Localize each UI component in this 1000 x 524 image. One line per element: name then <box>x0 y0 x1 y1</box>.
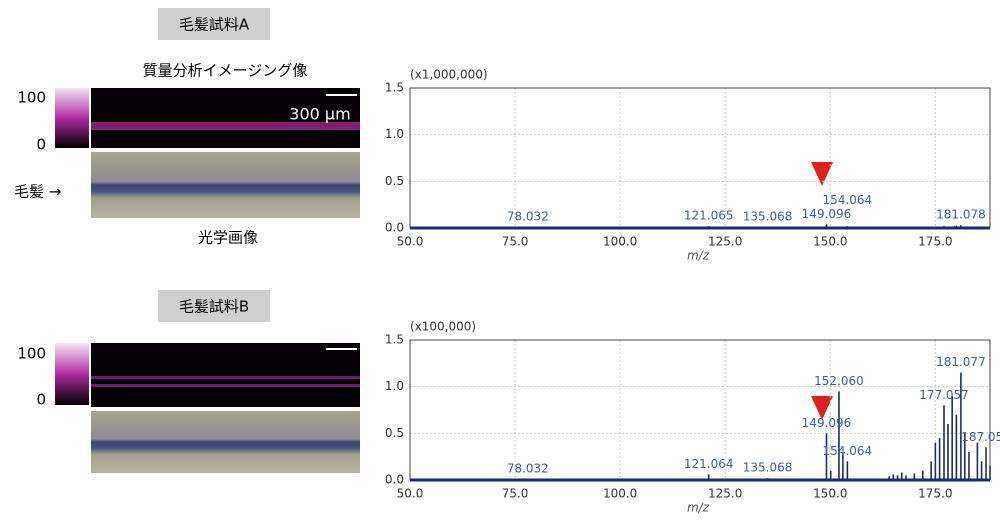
peak-label: 149.096 <box>802 207 852 221</box>
colorbar <box>55 343 89 405</box>
colorbar <box>55 88 89 148</box>
peak-label: 152.060 <box>814 374 864 388</box>
scale-label: (x100,000) <box>410 320 476 334</box>
x-tick-label: 150.0 <box>813 487 847 501</box>
colorbar-max: 100 <box>17 345 46 363</box>
peak-label: 181.077 <box>936 355 986 369</box>
x-tick-label: 175.0 <box>918 487 952 501</box>
x-tick-label: 175.0 <box>918 235 952 249</box>
ms-signal <box>91 122 360 130</box>
x-tick-label: 50.0 <box>397 487 424 501</box>
peak-label: 78.032 <box>507 210 549 224</box>
peak-label: 149.096 <box>802 416 852 430</box>
hair-label: 毛髪 → <box>14 183 61 201</box>
label-box <box>158 290 270 322</box>
scale-text: 300 μm <box>289 105 350 124</box>
peak-label: 181.078 <box>936 208 986 222</box>
peak-label: 154.064 <box>823 193 873 207</box>
x-tick-label: 50.0 <box>397 235 424 249</box>
highlight-marker <box>811 162 833 186</box>
x-axis-label: m/z <box>687 501 710 515</box>
y-tick-label: 0.5 <box>385 174 404 188</box>
peak-label: 154.064 <box>823 444 873 458</box>
colorbar-min: 0 <box>36 391 46 409</box>
y-tick-label: 1.0 <box>385 379 404 393</box>
peak-label: 187.053 <box>961 430 1000 444</box>
x-tick-label: 100.0 <box>603 235 637 249</box>
x-tick-label: 100.0 <box>603 487 637 501</box>
ms-image <box>91 88 360 148</box>
y-tick-label: 1.0 <box>385 127 404 141</box>
y-tick-label: 0.0 <box>385 221 404 235</box>
caption: 質量分析イメージング像 <box>143 62 308 80</box>
ms-signal <box>91 384 360 387</box>
caption: 光学画像 <box>198 229 258 247</box>
peak-label: 121.064 <box>684 457 734 471</box>
sample-label: 毛髪試料B <box>179 298 249 316</box>
peak-label: 135.068 <box>743 461 793 475</box>
scale-label: (x1,000,000) <box>410 68 488 82</box>
x-tick-label: 75.0 <box>502 235 529 249</box>
peak-label: 135.068 <box>743 210 793 224</box>
x-tick-label: 150.0 <box>813 235 847 249</box>
y-tick-label: 1.5 <box>385 81 404 95</box>
y-tick-label: 0.5 <box>385 426 404 440</box>
optical-image <box>91 411 360 473</box>
peak-label: 78.032 <box>507 462 549 476</box>
x-axis-label: m/z <box>687 249 710 263</box>
ms-image <box>91 343 360 407</box>
colorbar-max: 100 <box>17 89 46 107</box>
x-tick-label: 125.0 <box>708 235 742 249</box>
optical-image <box>91 152 360 218</box>
plot-frame <box>409 87 991 229</box>
highlight-marker <box>811 396 833 420</box>
y-tick-label: 1.5 <box>385 333 404 347</box>
peak-label: 177.057 <box>919 388 969 402</box>
x-tick-label: 125.0 <box>708 487 742 501</box>
sample-label: 毛髪試料A <box>179 16 250 34</box>
y-tick-label: 0.0 <box>385 473 404 487</box>
colorbar-min: 0 <box>36 136 46 154</box>
x-tick-label: 75.0 <box>502 487 529 501</box>
peak-label: 121.065 <box>684 209 734 223</box>
ms-signal <box>91 376 360 379</box>
label-box <box>158 8 270 40</box>
